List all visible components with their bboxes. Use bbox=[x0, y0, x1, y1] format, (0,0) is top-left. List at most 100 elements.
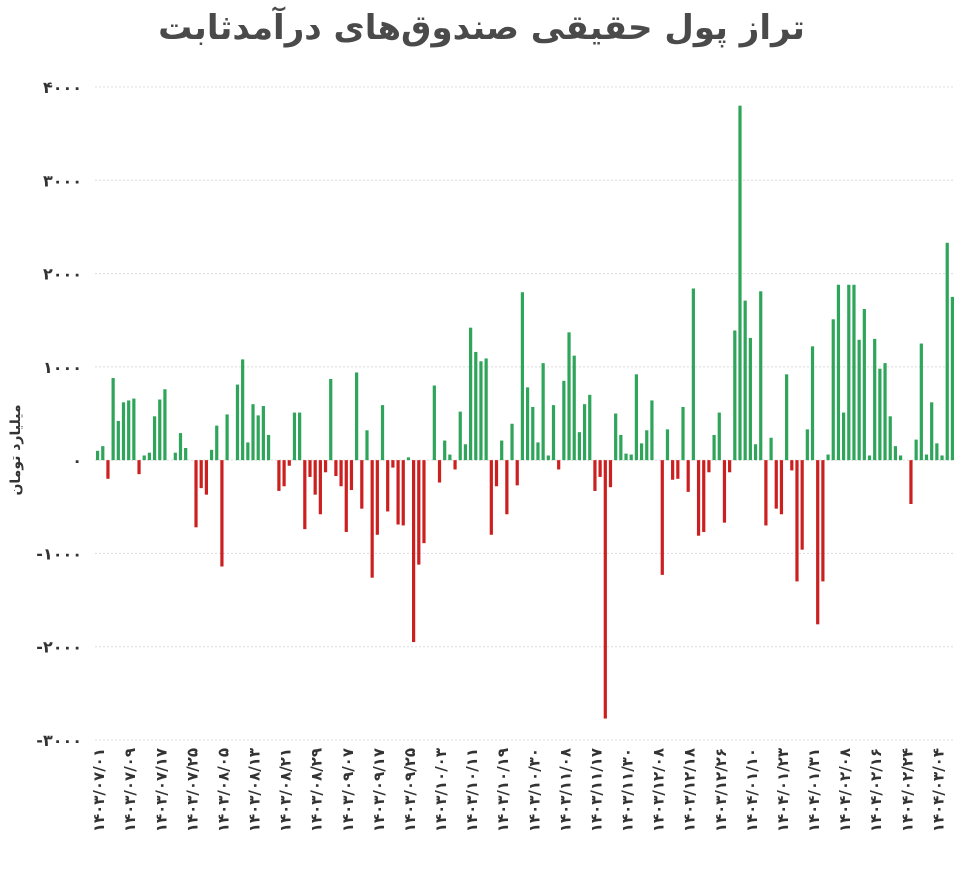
bar bbox=[225, 414, 229, 461]
bar bbox=[753, 444, 758, 461]
bar bbox=[515, 460, 519, 486]
bar bbox=[266, 434, 271, 461]
bar bbox=[215, 425, 219, 461]
bar bbox=[759, 291, 763, 461]
y-tick-label: ۲۰۰۰ bbox=[43, 265, 82, 284]
bar bbox=[277, 460, 281, 491]
bar bbox=[334, 460, 338, 476]
bar bbox=[220, 460, 224, 567]
bar bbox=[930, 402, 934, 461]
bar bbox=[919, 343, 923, 461]
bar bbox=[562, 380, 566, 461]
bar bbox=[323, 460, 328, 473]
bar bbox=[950, 296, 955, 461]
bar bbox=[178, 433, 183, 461]
x-tick-label: ۱۴۰۳/۰۸/۱۳ bbox=[246, 748, 264, 832]
bar bbox=[572, 355, 576, 461]
bar bbox=[665, 429, 670, 461]
bar bbox=[401, 460, 405, 526]
bar bbox=[204, 460, 208, 495]
bar bbox=[308, 460, 312, 477]
bar bbox=[505, 460, 509, 515]
bar bbox=[406, 457, 411, 461]
bar bbox=[500, 440, 504, 461]
x-tick-label: ۱۴۰۳/۱۱/۳۰ bbox=[619, 748, 637, 832]
bar bbox=[691, 288, 695, 461]
bar bbox=[769, 437, 773, 461]
bar bbox=[551, 405, 556, 461]
bar bbox=[235, 384, 240, 461]
bar bbox=[728, 460, 732, 473]
bar bbox=[712, 434, 716, 461]
bar bbox=[842, 412, 846, 461]
bar bbox=[158, 399, 162, 461]
bar bbox=[743, 300, 747, 461]
bar bbox=[852, 284, 856, 461]
bar bbox=[619, 434, 623, 461]
x-tick-label: ۱۴۰۴/۰۲/۱۶ bbox=[867, 748, 885, 832]
bar bbox=[748, 337, 752, 461]
bar bbox=[914, 439, 918, 461]
bar bbox=[355, 372, 359, 461]
x-tick-label: ۱۴۰۳/۱۰/۰۳ bbox=[432, 748, 450, 832]
bar bbox=[795, 460, 799, 582]
bar bbox=[671, 460, 675, 480]
y-tick-label: -۱۰۰۰ bbox=[36, 544, 82, 563]
bar bbox=[531, 406, 535, 461]
bar bbox=[329, 378, 333, 461]
bar bbox=[101, 446, 105, 461]
bar bbox=[645, 430, 649, 461]
bar bbox=[121, 402, 126, 461]
x-tick-label: ۱۴۰۴/۰۲/۲۴ bbox=[898, 748, 916, 832]
bar bbox=[261, 406, 265, 461]
bar bbox=[458, 411, 462, 461]
bar bbox=[448, 454, 452, 461]
bar bbox=[945, 242, 949, 461]
bar bbox=[396, 460, 400, 525]
x-tick-label: ۱۴۰۳/۰۸/۲۹ bbox=[308, 748, 326, 832]
bar bbox=[147, 452, 151, 461]
bar bbox=[417, 460, 421, 565]
bar bbox=[474, 351, 478, 461]
bar bbox=[608, 460, 613, 488]
bar bbox=[707, 460, 711, 473]
bar bbox=[867, 455, 872, 461]
bar bbox=[116, 420, 120, 461]
bar bbox=[520, 292, 525, 461]
bar bbox=[437, 460, 442, 483]
bar bbox=[935, 443, 939, 461]
bar bbox=[614, 413, 618, 461]
x-tick-label: ۱۴۰۳/۱۱/۰۸ bbox=[556, 748, 574, 832]
bar bbox=[173, 452, 177, 461]
bar bbox=[639, 443, 644, 461]
bar bbox=[696, 460, 701, 536]
x-tick-label: ۱۴۰۳/۰۸/۰۵ bbox=[214, 748, 232, 832]
bar bbox=[132, 398, 136, 461]
bar bbox=[790, 460, 794, 471]
bar bbox=[940, 455, 944, 461]
bar bbox=[546, 455, 550, 461]
bar bbox=[137, 460, 141, 475]
bar bbox=[924, 454, 929, 461]
bar bbox=[463, 444, 468, 461]
bar bbox=[365, 430, 369, 461]
bar bbox=[194, 460, 198, 528]
x-tick-label: ۱۴۰۴/۰۱/۲۳ bbox=[774, 748, 792, 832]
bar bbox=[857, 339, 861, 461]
bar bbox=[469, 327, 473, 461]
bar bbox=[541, 363, 545, 461]
bar bbox=[184, 448, 188, 461]
bar bbox=[282, 460, 286, 487]
bar bbox=[733, 330, 737, 461]
bar bbox=[567, 332, 571, 461]
y-tick-label: ۰ bbox=[72, 451, 82, 470]
bar bbox=[95, 450, 100, 461]
bar bbox=[899, 455, 903, 461]
bar bbox=[660, 460, 664, 575]
bar bbox=[650, 400, 654, 461]
bar bbox=[536, 442, 540, 461]
bar bbox=[443, 440, 447, 461]
bar bbox=[199, 460, 203, 489]
bar bbox=[816, 460, 820, 625]
bar bbox=[412, 460, 416, 643]
